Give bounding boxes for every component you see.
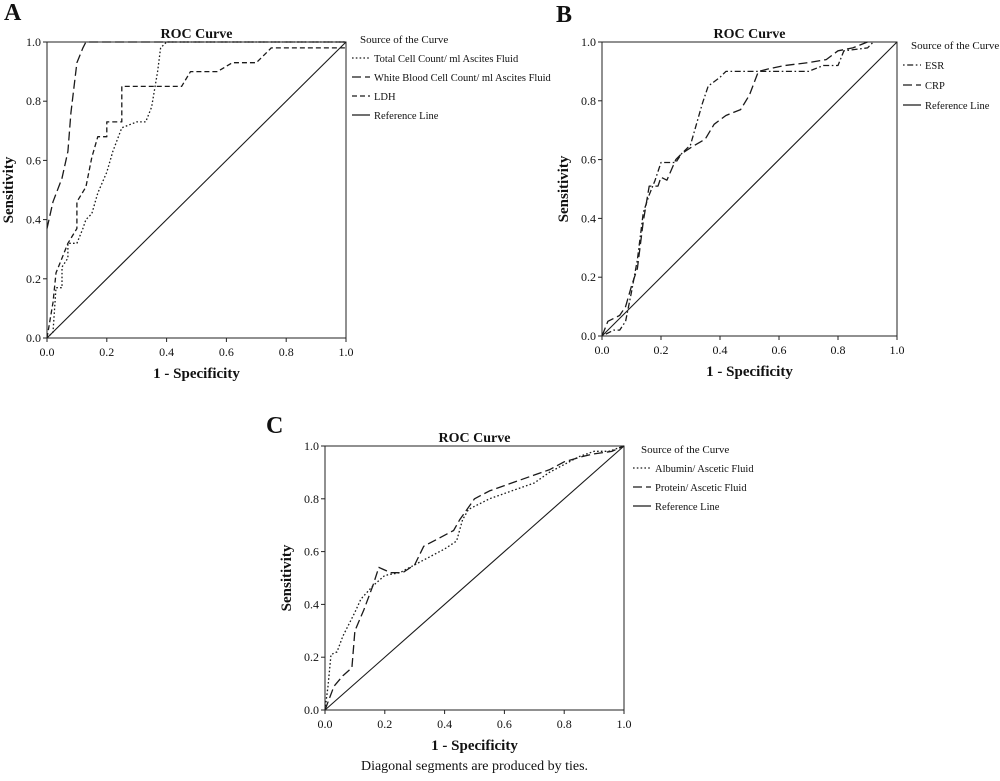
x-tick-label: 0.8: [831, 343, 846, 357]
y-axis-label: Sensitivity: [1, 156, 17, 223]
roc-panel-a: A ROC Curve 0.0 0.2 0.4 0.6 0.8 1.0 0.0 0.2 0.4 0.6…: [1, 0, 552, 382]
y-tick-label: 0.4: [304, 597, 319, 611]
y-tick-label: 0.0: [304, 703, 319, 717]
x-axis-label: 1 - Specificity: [706, 364, 793, 380]
x-tick-label: 0.2: [654, 343, 669, 357]
legend-entry: Albumin/ Ascetic Fluid: [655, 464, 754, 475]
series-line-white-blood-cell-count-ml-ascites-fluid: [46, 41, 346, 229]
x-tick-label: 0.2: [99, 345, 114, 359]
x-tick-label: 0.8: [557, 717, 572, 731]
x-tick-label: 0.4: [159, 345, 174, 359]
x-tick-label: 0.2: [377, 717, 392, 731]
x-tick-label: 0.6: [772, 343, 787, 357]
x-tick-label: 0.0: [40, 345, 55, 359]
legend-entry: LDH: [374, 92, 396, 103]
chart-title: ROC Curve: [161, 27, 233, 42]
x-tick-label: 0.6: [497, 717, 512, 731]
y-tick-label: 0.8: [581, 94, 596, 108]
series-line-total-cell-count-ml-ascites-fluid: [46, 41, 346, 339]
legend-entry: White Blood Cell Count/ ml Ascites Fluid: [374, 73, 552, 84]
legend-entry: CRP: [925, 81, 945, 92]
x-tick-label: 1.0: [339, 345, 354, 359]
series-line-reference-line: [324, 445, 625, 711]
footnote: Diagonal segments are produced by ties.: [361, 759, 588, 774]
x-tick-label: 1.0: [617, 717, 632, 731]
y-tick-label: 1.0: [581, 35, 596, 49]
y-tick-label: 0.6: [304, 545, 319, 559]
plot-frame: [601, 41, 898, 337]
y-tick-label: 0.6: [581, 153, 596, 167]
series-line-protein-ascetic-fluid: [324, 445, 625, 711]
y-tick-label: 0.4: [26, 213, 41, 227]
x-tick-label: 0.0: [318, 717, 333, 731]
y-tick-label: 1.0: [26, 35, 41, 49]
legend-title: Source of the Curve: [360, 34, 448, 46]
panel-label: B: [556, 2, 572, 28]
y-tick-label: 0.2: [304, 650, 319, 664]
plot-frame: [324, 445, 625, 711]
legend-entry: Reference Line: [925, 101, 990, 112]
x-axis-label: 1 - Specificity: [431, 738, 518, 754]
series-line-reference-line: [46, 41, 347, 339]
x-axis-label: 1 - Specificity: [153, 366, 240, 382]
legend-title: Source of the Curve: [911, 40, 999, 52]
chart-title: ROC Curve: [439, 431, 511, 446]
legend-entry: ESR: [925, 61, 944, 72]
y-tick-label: 0.0: [26, 331, 41, 345]
y-axis-label: Sensitivity: [279, 544, 295, 611]
y-tick-label: 0.8: [26, 94, 41, 108]
series-line-esr: [601, 41, 874, 337]
y-tick-label: 0.2: [581, 270, 596, 284]
series-line-crp: [601, 41, 868, 337]
x-tick-label: 0.4: [713, 343, 728, 357]
x-tick-label: 0.6: [219, 345, 234, 359]
legend: Source of the Curve Total Cell Count/ ml …: [352, 34, 552, 122]
series-line-reference-line: [601, 41, 898, 337]
y-tick-label: 0.4: [581, 211, 596, 225]
legend-entry: Reference Line: [655, 502, 720, 513]
roc-panel-c: C ROC Curve 0.0 0.2 0.4 0.6 0.8 1.0 0.0 0.2 0.4 0.6…: [266, 413, 754, 774]
y-tick-label: 1.0: [304, 439, 319, 453]
legend-entry: Total Cell Count/ ml Ascites Fluid: [374, 54, 519, 65]
x-tick-label: 0.0: [595, 343, 610, 357]
y-tick-label: 0.0: [581, 329, 596, 343]
x-tick-label: 0.4: [437, 717, 452, 731]
roc-panel-b: B ROC Curve 0.0 0.2 0.4 0.6 0.8 1.0 0.0 0.2 0.4 0.6…: [556, 2, 999, 380]
panel-label: A: [4, 0, 22, 26]
series-line-albumin-ascetic-fluid: [324, 445, 625, 711]
y-tick-label: 0.8: [304, 492, 319, 506]
series-line-ldh: [46, 47, 346, 339]
legend: Source of the Curve Albumin/ Ascetic Flui…: [633, 444, 754, 513]
chart-title: ROC Curve: [714, 27, 786, 42]
legend-entry: Protein/ Ascetic Fluid: [655, 483, 747, 494]
panel-label: C: [266, 413, 283, 439]
x-tick-label: 1.0: [890, 343, 905, 357]
legend: Source of the Curve ESR CRP Reference Line: [903, 40, 999, 112]
legend-entry: Reference Line: [374, 111, 439, 122]
y-tick-label: 0.2: [26, 272, 41, 286]
legend-title: Source of the Curve: [641, 444, 729, 456]
y-axis-label: Sensitivity: [556, 155, 572, 222]
y-tick-label: 0.6: [26, 153, 41, 167]
x-tick-label: 0.8: [279, 345, 294, 359]
